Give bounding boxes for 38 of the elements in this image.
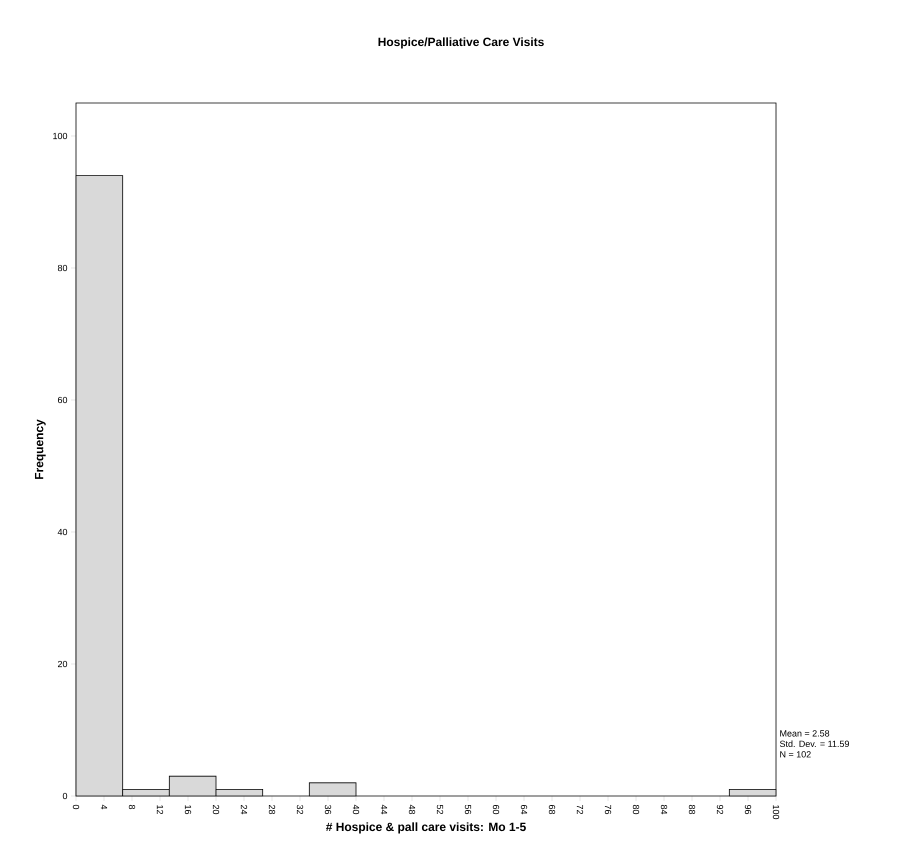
x-tick-label: 24 bbox=[240, 804, 248, 814]
x-tick-label: 8 bbox=[128, 804, 136, 810]
x-tick-label: 88 bbox=[688, 804, 696, 814]
y-tick-label: 80 bbox=[58, 264, 68, 272]
y-tick-label: 0 bbox=[62, 792, 68, 800]
x-tick-label: 84 bbox=[660, 804, 668, 814]
x-axis-title: # Hospice & pall care visits: Mo 1-5 bbox=[326, 822, 526, 834]
y-tick-label: 20 bbox=[58, 660, 68, 668]
x-tick-label: 92 bbox=[716, 804, 724, 814]
x-tick-label: 36 bbox=[324, 804, 332, 814]
x-tick-label: 44 bbox=[380, 804, 388, 814]
chart-title: Hospice/Palliative Care Visits bbox=[378, 37, 544, 48]
text: N = 102 bbox=[780, 751, 811, 758]
x-tick-label: 76 bbox=[604, 804, 612, 814]
y-axis-title: Frequency bbox=[34, 419, 46, 479]
x-tick-label: 12 bbox=[156, 805, 164, 814]
x-tick-label: 72 bbox=[576, 804, 584, 814]
y-tick-label: 40 bbox=[58, 528, 68, 536]
x-tick-label: 52 bbox=[436, 804, 444, 814]
x-tick-label: 40 bbox=[352, 804, 360, 814]
x-tick-label: 68 bbox=[548, 804, 556, 814]
text: Std. Dev. = 11.59 bbox=[780, 740, 849, 748]
y-tick-label: 100 bbox=[53, 132, 68, 140]
x-tick-label: 96 bbox=[744, 804, 752, 814]
x-tick-label: 80 bbox=[632, 804, 640, 814]
x-tick-label: 0 bbox=[72, 804, 80, 810]
x-tick-label: 100 bbox=[772, 805, 780, 820]
x-tick-label: 4 bbox=[100, 804, 108, 810]
x-tick-label: 28 bbox=[268, 804, 276, 814]
x-tick-label: 32 bbox=[296, 804, 304, 814]
x-tick-label: 60 bbox=[492, 804, 500, 814]
x-tick-label: 64 bbox=[520, 804, 528, 814]
text: Mean = 2.58 bbox=[780, 730, 830, 737]
x-tick-label: 56 bbox=[464, 804, 472, 814]
y-tick-label: 60 bbox=[58, 396, 68, 404]
x-tick-label: 16 bbox=[184, 805, 192, 814]
x-tick-label: 20 bbox=[212, 804, 220, 814]
x-tick-label: 48 bbox=[408, 804, 416, 814]
